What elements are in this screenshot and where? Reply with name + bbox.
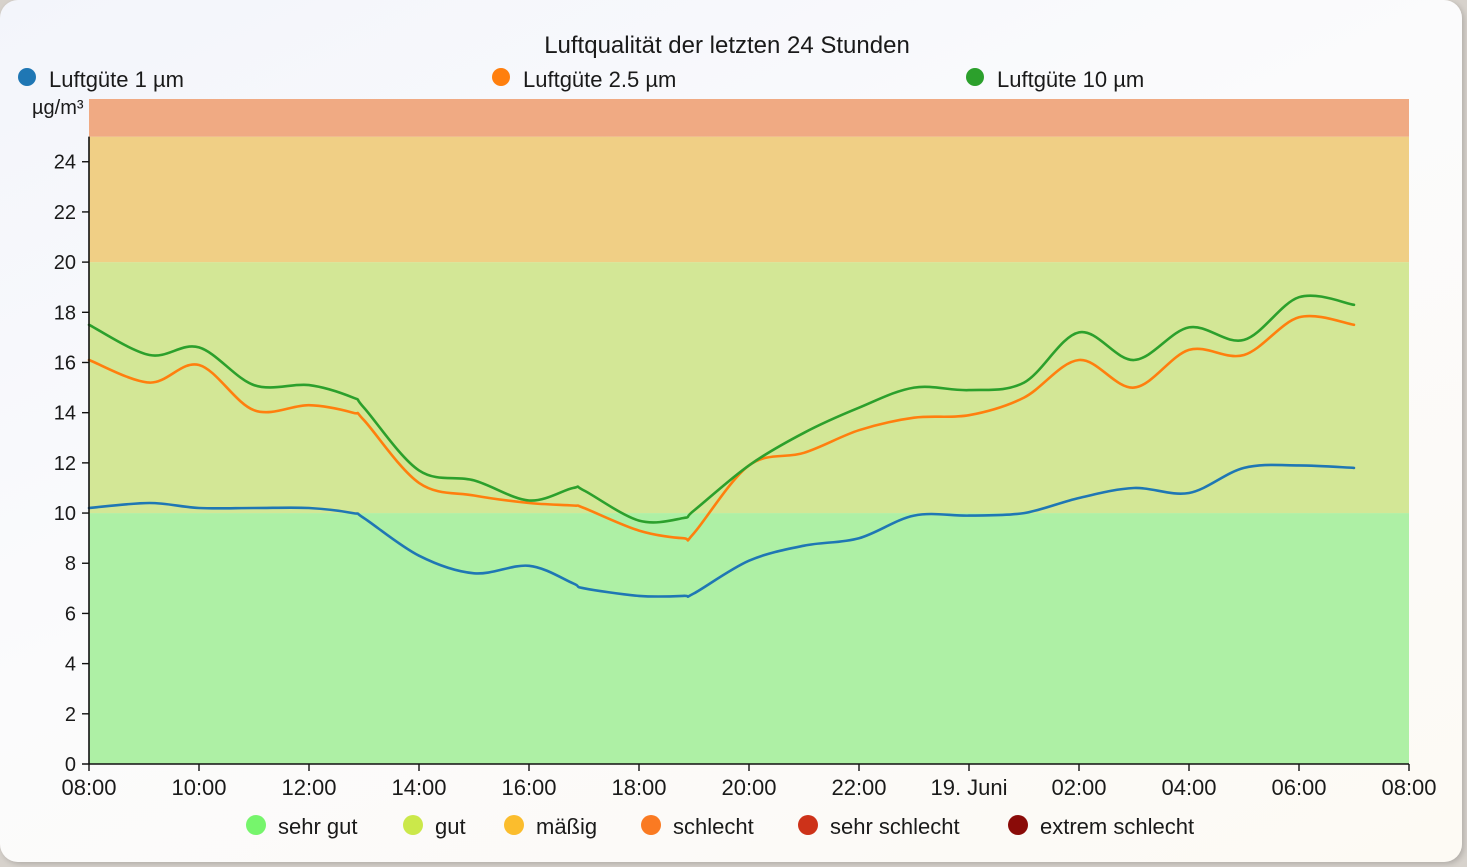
band-3 <box>89 99 1409 137</box>
x-tick-label-4: 16:00 <box>501 775 556 800</box>
legend-marker-1[interactable] <box>492 68 510 86</box>
series-line-1 <box>87 314 1356 542</box>
category-label-2: mäßig <box>536 814 597 839</box>
category-marker-4 <box>798 815 818 835</box>
category-legend: sehr gut gut mäßig schlecht sehr schlecht ext… <box>246 814 1194 839</box>
y-tick-label-14: 14 <box>54 403 76 425</box>
category-label-1: gut <box>435 814 466 839</box>
x-tick-label-0: 08:00 <box>61 775 116 800</box>
x-tick-label-8: 19. Juni <box>930 775 1007 800</box>
x-tick-label-11: 06:00 <box>1271 775 1326 800</box>
series-line-2 <box>87 294 1356 524</box>
x-tick-label-6: 20:00 <box>721 775 776 800</box>
x-tick-label-10: 04:00 <box>1161 775 1216 800</box>
y-tick-label-12: 12 <box>54 453 76 475</box>
y-tick-label-6: 6 <box>65 603 76 625</box>
category-marker-1 <box>403 815 423 835</box>
series-legend: Luftgüte 1 µm Luftgüte 2.5 µm Luftgüte 10 … <box>18 67 1144 92</box>
x-tick-label-7: 22:00 <box>831 775 886 800</box>
y-tick-label-22: 22 <box>54 202 76 224</box>
category-marker-3 <box>641 815 661 835</box>
legend-label-0[interactable]: Luftgüte 1 µm <box>49 67 184 92</box>
x-tick-label-3: 14:00 <box>391 775 446 800</box>
y-tick-label-10: 10 <box>54 503 76 525</box>
series-lines <box>87 294 1356 598</box>
y-tick-label-0: 0 <box>65 754 76 776</box>
band-1 <box>89 262 1409 514</box>
quality-bands <box>89 99 1409 764</box>
category-marker-0 <box>246 815 266 835</box>
x-tick-label-2: 12:00 <box>281 775 336 800</box>
x-tick-label-12: 08:00 <box>1381 775 1436 800</box>
y-tick-label-2: 2 <box>65 704 76 726</box>
x-tick-label-5: 18:00 <box>611 775 666 800</box>
x-tick-label-1: 10:00 <box>171 775 226 800</box>
legend-label-2[interactable]: Luftgüte 10 µm <box>997 67 1144 92</box>
series-line-0 <box>87 463 1356 598</box>
chart-title: Luftqualität der letzten 24 Stunden <box>544 32 910 59</box>
y-tick-label-24: 24 <box>54 152 76 174</box>
category-label-3: schlecht <box>673 814 754 839</box>
band-0 <box>89 513 1409 764</box>
category-label-5: extrem schlecht <box>1040 814 1194 839</box>
y-tick-label-16: 16 <box>54 352 76 374</box>
legend-marker-0[interactable] <box>18 68 36 86</box>
band-2 <box>89 136 1409 263</box>
y-tick-label-4: 4 <box>65 654 76 676</box>
legend-marker-2[interactable] <box>966 68 984 86</box>
x-tick-label-9: 02:00 <box>1051 775 1106 800</box>
category-marker-2 <box>504 815 524 835</box>
y-axis-label: µg/m³ <box>32 97 84 119</box>
legend-label-1[interactable]: Luftgüte 2.5 µm <box>523 67 676 92</box>
y-tick-label-18: 18 <box>54 302 76 324</box>
y-tick-label-20: 20 <box>54 252 76 274</box>
y-tick-label-8: 8 <box>65 553 76 575</box>
category-label-0: sehr gut <box>278 814 358 839</box>
category-marker-5 <box>1008 815 1028 835</box>
category-label-4: sehr schlecht <box>830 814 960 839</box>
